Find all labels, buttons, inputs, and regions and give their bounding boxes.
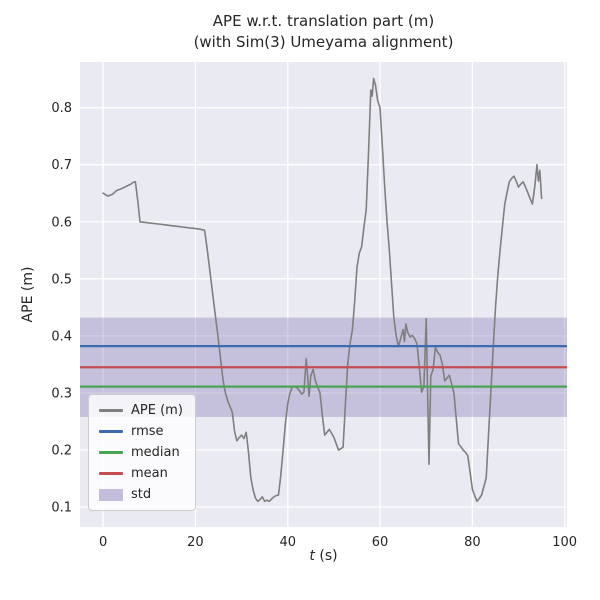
chart-subtitle: (with Sim(3) Umeyama alignment) (193, 33, 454, 51)
legend-swatch-std (99, 488, 123, 501)
x-tick-label: 20 (187, 535, 204, 550)
x-axis-label: t (s) (80, 548, 567, 564)
ape-line (102, 77, 543, 503)
y-tick-label: 0.8 (51, 101, 72, 116)
y-tick-label: 0.2 (51, 443, 72, 458)
legend-label-rmse: rmse (131, 424, 164, 439)
y-tick-label: 0.7 (51, 158, 72, 173)
legend-swatch-ape (99, 409, 123, 412)
legend-swatch-median (99, 451, 123, 454)
y-axis-label: APE (m) (20, 266, 36, 323)
legend-item-rmse: rmse (99, 424, 183, 439)
legend-swatch-mean (99, 472, 123, 475)
x-tick-label: 80 (464, 535, 481, 550)
x-axis-label-var: t (309, 548, 315, 564)
legend-label-median: median (131, 445, 180, 460)
y-tick-label: 0.5 (51, 272, 72, 287)
y-tick-label: 0.3 (51, 386, 72, 401)
legend-item-median: median (99, 445, 183, 460)
chart-title-block: APE w.r.t. translation part (m) (with Si… (80, 11, 567, 53)
legend-item-std: std (99, 487, 183, 502)
y-tick-label: 0.1 (51, 501, 72, 516)
x-tick-label: 0 (99, 535, 107, 550)
x-tick-label: 40 (279, 535, 296, 550)
x-axis-label-unit: (s) (314, 548, 338, 564)
legend-swatch-rmse (99, 430, 123, 433)
legend-item-ape: APE (m) (99, 403, 183, 418)
legend-item-mean: mean (99, 466, 183, 481)
legend-label-ape: APE (m) (131, 403, 183, 418)
legend: APE (m) rmse median mean std (88, 394, 196, 511)
legend-label-mean: mean (131, 466, 168, 481)
y-tick-label: 0.6 (51, 215, 72, 230)
y-tick-label: 0.4 (51, 329, 72, 344)
legend-label-std: std (131, 487, 152, 502)
chart-title: APE w.r.t. translation part (m) (212, 12, 435, 30)
x-tick-label: 60 (372, 535, 389, 550)
x-tick-label: 100 (552, 535, 577, 550)
